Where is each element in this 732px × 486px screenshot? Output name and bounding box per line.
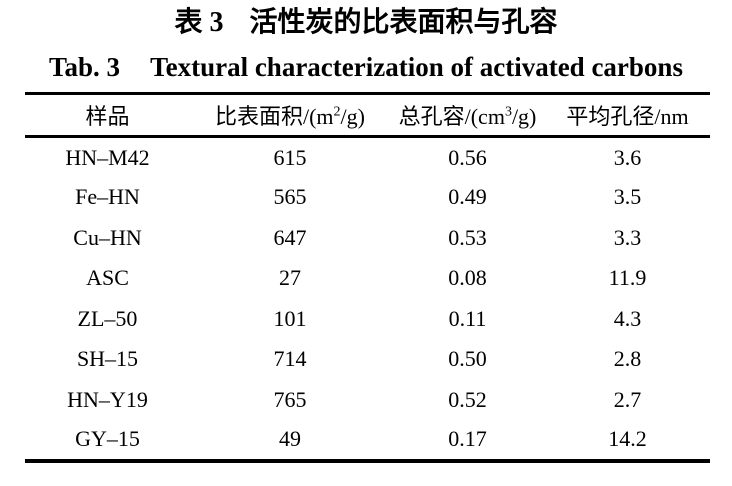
pore-diameter-cell: 2.8 bbox=[613, 346, 642, 372]
pore-diameter-cell: 3.6 bbox=[613, 144, 642, 170]
data-table: 样品 比表面积/(m2/g) 总孔容/(cm3/g) 平均孔径/nm HN–M4… bbox=[25, 92, 710, 463]
table-row: Cu–HN 647 0.53 3.3 bbox=[25, 218, 710, 259]
table-title-zh-text: 活性炭的比表面积与孔容 bbox=[249, 7, 558, 38]
surface-area-cell: 647 bbox=[273, 224, 307, 250]
column-header-surface-area-unit: /g) bbox=[340, 104, 365, 129]
column-header-surface-area: 比表面积/(m2/g) bbox=[190, 94, 390, 137]
column-header-surface-area-text: 比表面积/(m bbox=[214, 104, 334, 129]
pore-volume-cell: 0.52 bbox=[448, 386, 487, 412]
sample-name-cell: ASC bbox=[86, 265, 129, 291]
pore-volume-cell: 0.49 bbox=[448, 184, 487, 210]
column-header-pore-volume-unit: /g) bbox=[511, 104, 537, 129]
superscript-2: 2 bbox=[333, 104, 341, 120]
pore-diameter-cell: 3.5 bbox=[613, 184, 642, 210]
table-header-row: 样品 比表面积/(m2/g) 总孔容/(cm3/g) 平均孔径/nm bbox=[25, 94, 710, 137]
surface-area-cell: 101 bbox=[273, 305, 307, 331]
surface-area-cell: 565 bbox=[273, 184, 307, 210]
table-row: HN–Y19 765 0.52 2.7 bbox=[25, 380, 710, 421]
pore-volume-cell: 0.11 bbox=[448, 305, 487, 331]
table-row: Fe–HN 565 0.49 3.5 bbox=[25, 177, 710, 218]
column-header-pore-volume-text: 总孔容/(cm bbox=[398, 104, 505, 129]
table-row: SH–15 714 0.50 2.8 bbox=[25, 339, 710, 380]
table-row: ZL–50 101 0.11 4.3 bbox=[25, 299, 710, 340]
surface-area-cell: 49 bbox=[279, 426, 301, 452]
surface-area-cell: 714 bbox=[273, 346, 307, 372]
table-number-en: Tab. 3 bbox=[49, 52, 121, 82]
pore-volume-cell: 0.17 bbox=[448, 426, 487, 452]
surface-area-cell: 765 bbox=[273, 386, 307, 412]
sample-name-cell: Fe–HN bbox=[75, 184, 140, 210]
surface-area-cell: 615 bbox=[273, 144, 307, 170]
sample-name-cell: GY–15 bbox=[75, 426, 140, 452]
sample-name-cell: SH–15 bbox=[76, 346, 139, 372]
table-title-en: Tab. 3 Textural characterization of activ… bbox=[0, 51, 732, 83]
pore-volume-cell: 0.50 bbox=[448, 346, 487, 372]
table-title-zh: 表 3 活性炭的比表面积与孔容 bbox=[0, 0, 732, 40]
pore-volume-cell: 0.53 bbox=[448, 224, 487, 250]
pore-diameter-cell: 11.9 bbox=[608, 265, 647, 291]
pore-volume-cell: 0.56 bbox=[448, 144, 487, 170]
table-row: HN–M42 615 0.56 3.6 bbox=[25, 137, 710, 178]
pore-diameter-cell: 4.3 bbox=[613, 305, 642, 331]
column-header-pore-diameter: 平均孔径/nm bbox=[566, 104, 689, 129]
sample-name-cell: HN–Y19 bbox=[67, 386, 148, 412]
sample-name-cell: HN–M42 bbox=[65, 144, 150, 170]
table-number-zh: 表 3 bbox=[174, 7, 224, 38]
sample-name-cell: ZL–50 bbox=[77, 305, 138, 331]
superscript-3: 3 bbox=[504, 104, 512, 120]
pore-volume-cell: 0.08 bbox=[448, 265, 487, 291]
sample-name-cell: Cu–HN bbox=[73, 224, 142, 250]
table-row: GY–15 49 0.17 14.2 bbox=[25, 420, 710, 461]
column-header-pore-volume: 总孔容/(cm3/g) bbox=[390, 94, 545, 137]
table-title-en-text: Textural characterization of activated c… bbox=[150, 52, 683, 82]
pore-diameter-cell: 2.7 bbox=[613, 386, 642, 412]
surface-area-cell: 27 bbox=[279, 265, 301, 291]
table-row: ASC 27 0.08 11.9 bbox=[25, 258, 710, 299]
pore-diameter-cell: 14.2 bbox=[608, 426, 647, 452]
pore-diameter-cell: 3.3 bbox=[613, 224, 642, 250]
column-header-sample: 样品 bbox=[85, 104, 130, 129]
